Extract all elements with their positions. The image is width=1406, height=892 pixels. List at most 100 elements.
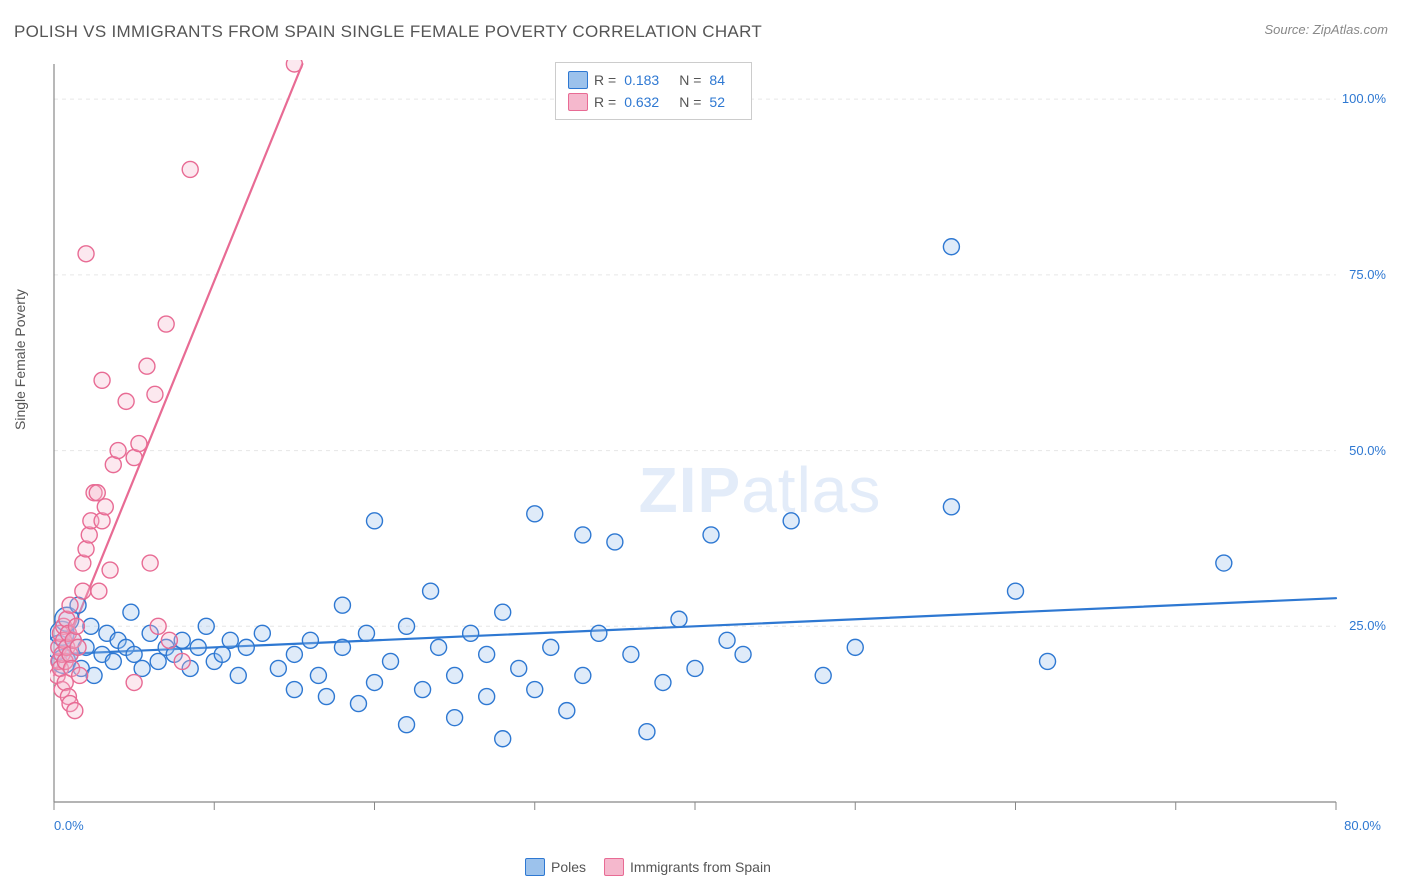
scatter-point — [383, 653, 399, 669]
scatter-point — [310, 667, 326, 683]
scatter-point — [105, 653, 121, 669]
scatter-point — [94, 513, 110, 529]
plot-area: ZIPatlas — [50, 60, 1340, 830]
legend-swatch-1 — [568, 93, 588, 111]
scatter-point — [447, 710, 463, 726]
scatter-point — [222, 632, 238, 648]
stats-legend-row-1: R = 0.632 N = 52 — [568, 91, 739, 113]
scatter-point — [447, 667, 463, 683]
n-label-0: N = — [679, 69, 701, 91]
scatter-point — [86, 667, 102, 683]
n-value-0: 84 — [709, 69, 725, 91]
scatter-point — [214, 646, 230, 662]
scatter-point — [943, 239, 959, 255]
scatter-point — [1008, 583, 1024, 599]
series-legend: Poles Immigrants from Spain — [525, 858, 771, 876]
scatter-point — [671, 611, 687, 627]
scatter-point — [358, 625, 374, 641]
scatter-point — [495, 604, 511, 620]
scatter-point — [527, 506, 543, 522]
scatter-point — [72, 667, 88, 683]
scatter-point — [94, 372, 110, 388]
scatter-point — [334, 597, 350, 613]
scatter-point — [607, 534, 623, 550]
scatter-point — [139, 358, 155, 374]
scatter-point — [511, 660, 527, 676]
series-legend-item-0: Poles — [525, 858, 586, 876]
axis-tick-label: 0.0% — [54, 818, 84, 833]
scatter-point — [399, 717, 415, 733]
scatter-point — [559, 703, 575, 719]
series-swatch-0 — [525, 858, 545, 876]
scatter-point — [62, 597, 78, 613]
scatter-point — [161, 632, 177, 648]
scatter-point — [89, 485, 105, 501]
r-label-1: R = — [594, 91, 616, 113]
scatter-point — [158, 316, 174, 332]
scatter-point — [943, 499, 959, 515]
scatter-point — [286, 682, 302, 698]
scatter-point — [479, 646, 495, 662]
scatter-point — [150, 653, 166, 669]
scatter-point — [75, 555, 91, 571]
axis-tick-label: 75.0% — [1349, 267, 1386, 282]
scatter-point — [367, 513, 383, 529]
scatter-point — [318, 689, 334, 705]
scatter-point — [270, 660, 286, 676]
r-value-1: 0.632 — [624, 91, 659, 113]
scatter-point — [623, 646, 639, 662]
scatter-point — [78, 246, 94, 262]
scatter-point — [575, 527, 591, 543]
scatter-point — [238, 639, 254, 655]
scatter-point — [78, 541, 94, 557]
scatter-point — [70, 639, 86, 655]
scatter-point — [110, 443, 126, 459]
scatter-point — [703, 527, 719, 543]
n-label-1: N = — [679, 91, 701, 113]
scatter-point — [75, 583, 91, 599]
source-text: Source: ZipAtlas.com — [1264, 22, 1388, 37]
scatter-point — [463, 625, 479, 641]
scatter-point — [575, 667, 591, 683]
scatter-point — [423, 583, 439, 599]
scatter-point — [150, 618, 166, 634]
series-label-1: Immigrants from Spain — [630, 859, 771, 875]
scatter-point — [815, 667, 831, 683]
series-swatch-1 — [604, 858, 624, 876]
scatter-point — [254, 625, 270, 641]
scatter-point — [174, 653, 190, 669]
scatter-point — [399, 618, 415, 634]
scatter-point — [83, 618, 99, 634]
scatter-point — [591, 625, 607, 641]
scatter-point — [1216, 555, 1232, 571]
scatter-point — [134, 660, 150, 676]
scatter-point — [735, 646, 751, 662]
legend-swatch-0 — [568, 71, 588, 89]
scatter-point — [1040, 653, 1056, 669]
scatter-point — [286, 646, 302, 662]
scatter-point — [91, 583, 107, 599]
scatter-point — [97, 499, 113, 515]
scatter-point — [527, 682, 543, 698]
scatter-point — [543, 639, 559, 655]
scatter-point — [495, 731, 511, 747]
stats-legend-row-0: R = 0.183 N = 84 — [568, 69, 739, 91]
scatter-point — [118, 393, 134, 409]
axis-tick-label: 25.0% — [1349, 618, 1386, 633]
scatter-point — [847, 639, 863, 655]
scatter-point — [367, 675, 383, 691]
scatter-point — [126, 675, 142, 691]
scatter-point — [302, 632, 318, 648]
r-value-0: 0.183 — [624, 69, 659, 91]
series-label-0: Poles — [551, 859, 586, 875]
scatter-point — [68, 618, 84, 634]
scatter-point — [719, 632, 735, 648]
scatter-point — [334, 639, 350, 655]
scatter-point — [198, 618, 214, 634]
scatter-point — [639, 724, 655, 740]
scatter-point — [102, 562, 118, 578]
scatter-point — [431, 639, 447, 655]
scatter-point — [142, 555, 158, 571]
stats-legend: R = 0.183 N = 84 R = 0.632 N = 52 — [555, 62, 752, 120]
scatter-point — [783, 513, 799, 529]
